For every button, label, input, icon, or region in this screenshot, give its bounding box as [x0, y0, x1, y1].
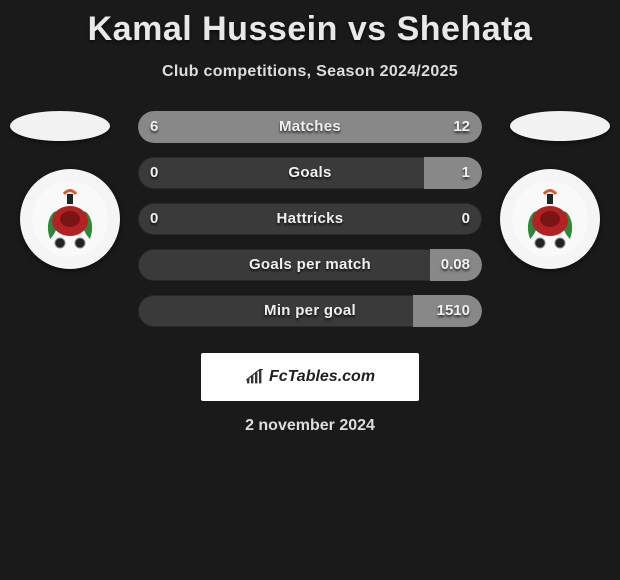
stats-area: 6 Matches 12 0 Goals 1 0 Hattricks 0 Goa… [0, 111, 620, 341]
stat-row-hattricks: 0 Hattricks 0 [138, 203, 482, 235]
stat-row-min-per-goal: Min per goal 1510 [138, 295, 482, 327]
club-crest-icon [510, 179, 590, 259]
flag-left [10, 111, 110, 141]
flag-right [510, 111, 610, 141]
stat-value-right: 0 [462, 203, 470, 235]
subtitle: Club competitions, Season 2024/2025 [0, 63, 620, 81]
club-badge-left [20, 169, 120, 269]
stat-bars: 6 Matches 12 0 Goals 1 0 Hattricks 0 Goa… [138, 111, 482, 341]
stat-row-matches: 6 Matches 12 [138, 111, 482, 143]
stat-label: Goals [138, 157, 482, 189]
stat-value-right: 1510 [437, 295, 470, 327]
stat-row-goals-per-match: Goals per match 0.08 [138, 249, 482, 281]
attribution-box: FcTables.com [201, 353, 419, 401]
stat-label: Hattricks [138, 203, 482, 235]
date-text: 2 november 2024 [0, 417, 620, 435]
stat-label: Matches [138, 111, 482, 143]
stat-row-goals: 0 Goals 1 [138, 157, 482, 189]
bar-chart-icon [245, 369, 265, 385]
stat-value-right: 1 [462, 157, 470, 189]
club-crest-icon [30, 179, 110, 259]
attribution-text: FcTables.com [269, 368, 375, 386]
stat-label: Goals per match [138, 249, 482, 281]
stat-value-right: 0.08 [441, 249, 470, 281]
club-badge-right [500, 169, 600, 269]
stat-label: Min per goal [138, 295, 482, 327]
stat-value-right: 12 [453, 111, 470, 143]
page-title: Kamal Hussein vs Shehata [0, 0, 620, 49]
